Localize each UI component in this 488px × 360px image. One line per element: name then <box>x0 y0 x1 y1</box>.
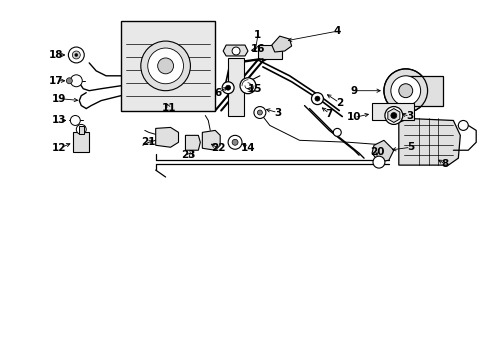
Text: 3: 3 <box>405 112 412 121</box>
Text: 11: 11 <box>161 103 176 113</box>
Circle shape <box>228 135 242 149</box>
Polygon shape <box>202 130 220 150</box>
Polygon shape <box>387 109 399 122</box>
Circle shape <box>222 82 234 94</box>
Circle shape <box>157 58 173 74</box>
Text: 23: 23 <box>181 150 195 160</box>
Circle shape <box>240 78 255 94</box>
Bar <box>403 76 443 105</box>
Text: 18: 18 <box>49 50 63 60</box>
Text: 5: 5 <box>406 142 413 152</box>
Text: 6: 6 <box>214 88 222 98</box>
Polygon shape <box>121 21 215 111</box>
Circle shape <box>314 96 319 101</box>
Polygon shape <box>398 118 459 165</box>
Polygon shape <box>155 127 178 147</box>
Circle shape <box>333 129 341 136</box>
Text: 2: 2 <box>335 98 342 108</box>
Polygon shape <box>223 45 247 56</box>
Bar <box>371 103 413 121</box>
Circle shape <box>311 93 323 105</box>
Circle shape <box>390 76 420 105</box>
Text: 9: 9 <box>350 86 357 96</box>
Circle shape <box>225 85 230 90</box>
Circle shape <box>75 54 78 57</box>
Circle shape <box>457 121 468 130</box>
Bar <box>79 126 84 134</box>
Circle shape <box>372 156 384 168</box>
Text: 16: 16 <box>250 44 264 54</box>
Circle shape <box>257 110 262 115</box>
Text: 17: 17 <box>49 76 63 86</box>
Circle shape <box>72 51 80 59</box>
Text: 15: 15 <box>247 84 262 94</box>
Circle shape <box>398 84 412 98</box>
Text: 12: 12 <box>52 143 66 153</box>
Text: 8: 8 <box>441 159 448 169</box>
Circle shape <box>384 107 402 125</box>
Polygon shape <box>271 36 291 52</box>
Circle shape <box>383 69 427 113</box>
Circle shape <box>70 116 80 125</box>
Circle shape <box>66 78 72 84</box>
Circle shape <box>253 107 265 118</box>
Text: 4: 4 <box>333 26 340 36</box>
Bar <box>228 58 244 116</box>
Circle shape <box>390 113 396 118</box>
Circle shape <box>232 47 240 55</box>
Text: 20: 20 <box>369 147 384 157</box>
Text: 22: 22 <box>210 143 225 153</box>
Circle shape <box>147 48 183 84</box>
Polygon shape <box>185 135 200 150</box>
Text: 3: 3 <box>274 108 281 117</box>
Text: 14: 14 <box>240 143 255 153</box>
Circle shape <box>76 125 86 134</box>
Circle shape <box>70 75 82 87</box>
Text: 1: 1 <box>254 30 261 40</box>
Polygon shape <box>371 140 393 162</box>
Text: 19: 19 <box>52 94 66 104</box>
Text: 10: 10 <box>346 112 361 122</box>
Circle shape <box>68 47 84 63</box>
Text: 13: 13 <box>52 116 66 126</box>
Text: 21: 21 <box>141 137 156 147</box>
Bar <box>73 132 89 152</box>
Bar <box>257 45 281 59</box>
Circle shape <box>232 139 238 145</box>
Text: 7: 7 <box>325 108 332 118</box>
Circle shape <box>141 41 190 91</box>
